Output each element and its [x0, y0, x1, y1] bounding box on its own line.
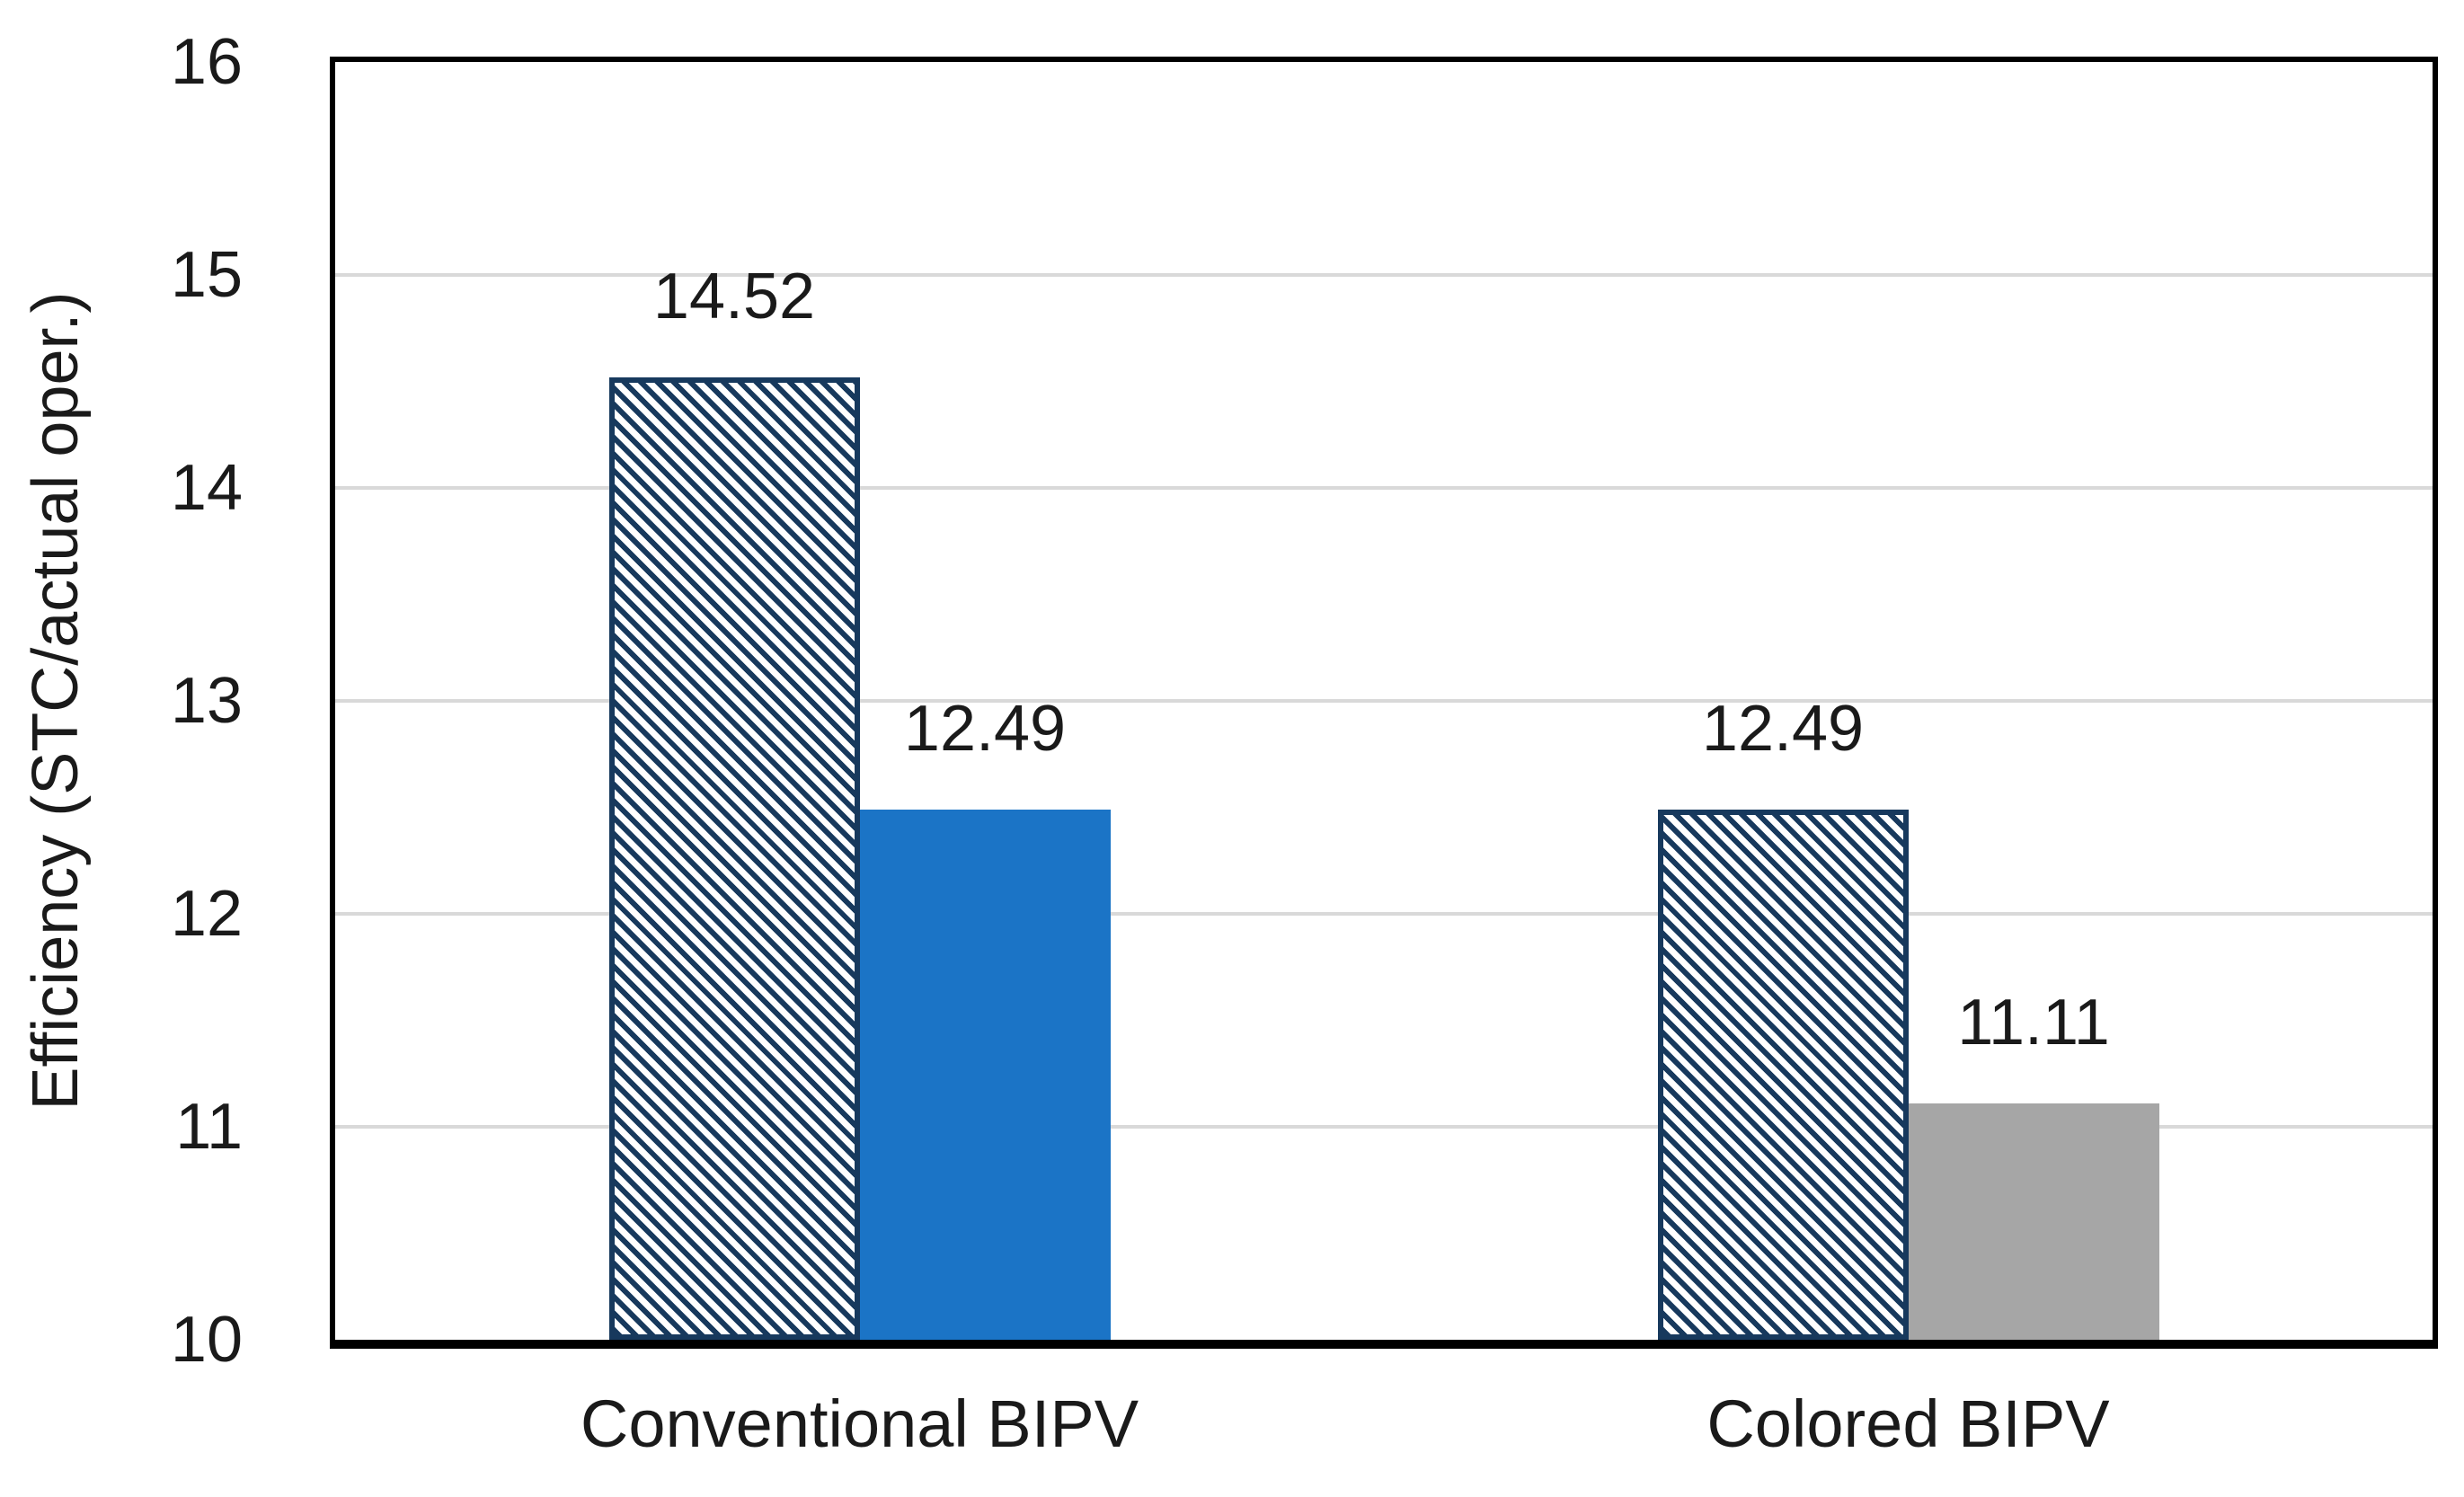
y-tick-label-13: 13	[170, 665, 243, 737]
gridline-15	[335, 273, 2433, 277]
y-tick-label-14: 14	[170, 452, 243, 524]
gridline-11	[335, 1125, 2433, 1129]
bar-colored-bipv-hatched	[1657, 809, 1909, 1340]
x-axis-label-colored-bipv: Colored BIPV	[1706, 1386, 2110, 1461]
bar-colored-bipv-solid	[1908, 1103, 2159, 1340]
value-label-conventional-bipv-0: 14.52	[652, 260, 816, 332]
value-label-colored-bipv-1: 11.11	[1957, 986, 2110, 1059]
value-label-conventional-bipv-1: 12.49	[903, 692, 1067, 765]
y-tick-label-11: 11	[175, 1091, 243, 1163]
gridline-14	[335, 486, 2433, 490]
y-tick-label-10: 10	[170, 1304, 243, 1376]
y-tick-label-16: 16	[170, 26, 243, 98]
bar-conventional-bipv-hatched	[608, 376, 860, 1340]
y-tick-label-12: 12	[170, 878, 243, 950]
x-axis-label-conventional-bipv: Conventional BIPV	[580, 1386, 1139, 1461]
y-tick-label-15: 15	[170, 239, 243, 311]
bar-conventional-bipv-solid	[859, 809, 1111, 1340]
gridline-12	[335, 912, 2433, 916]
gridline-13	[335, 699, 2433, 703]
value-label-colored-bipv-0: 12.49	[1701, 692, 1865, 765]
